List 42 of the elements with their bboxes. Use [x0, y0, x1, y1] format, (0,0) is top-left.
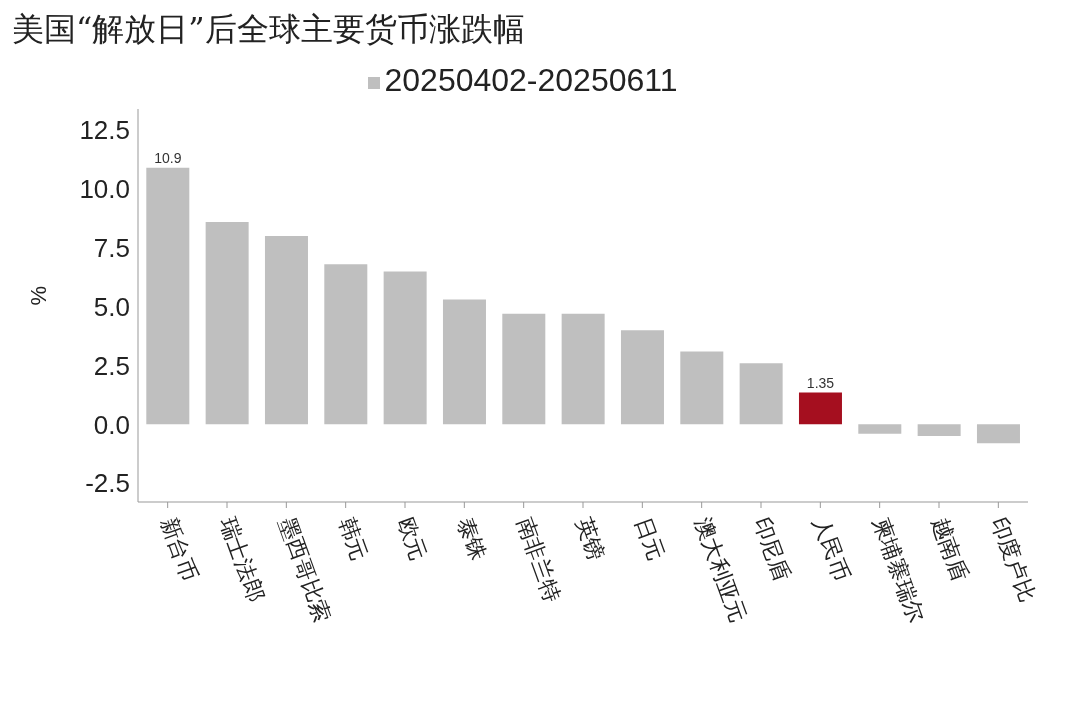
x-tick-label: 印尼盾 — [749, 513, 796, 585]
x-tick-label: 英镑 — [571, 513, 610, 564]
x-tick-label: 韩元 — [333, 513, 373, 564]
y-tick-label: 12.5 — [79, 115, 130, 146]
x-tick-label: 泰铢 — [452, 513, 492, 564]
y-tick-label: 0.0 — [93, 409, 130, 440]
y-tick-label: 10.0 — [79, 174, 130, 205]
x-tick-label: 澳大利亚元 — [689, 513, 752, 626]
y-tick-label: 7.5 — [93, 233, 130, 264]
bar — [976, 424, 1020, 444]
bar — [264, 236, 308, 425]
bar — [917, 424, 961, 437]
x-tick-label: 新台币 — [155, 513, 202, 585]
legend-label: 20250402-20250611 — [384, 62, 678, 98]
y-tick-label: 2.5 — [93, 350, 130, 381]
bar — [502, 313, 546, 425]
y-tick-label: -2.5 — [85, 468, 130, 499]
x-tick-label: 印度卢比 — [986, 513, 1041, 605]
bar — [205, 221, 249, 425]
y-axis-title: % — [25, 285, 51, 306]
bar — [324, 264, 368, 425]
x-tick-label: 人民币 — [808, 513, 855, 585]
data-label: 10.9 — [154, 149, 182, 166]
bar — [858, 424, 902, 434]
bar — [798, 392, 842, 425]
bar — [739, 363, 783, 425]
bar — [620, 330, 664, 425]
chart-title: 美国“解放日”后全球主要货币涨跌幅 — [11, 9, 526, 50]
bar — [680, 351, 724, 425]
bar — [442, 299, 486, 425]
x-tick-label: 柬埔寨瑞尔 — [867, 513, 930, 626]
x-tick-label: 日元 — [630, 513, 670, 564]
x-tick-label: 瑞士法郎 — [215, 513, 269, 605]
x-tick-label: 墨西哥比索 — [274, 513, 336, 626]
bar — [561, 313, 605, 425]
bar — [383, 271, 427, 425]
x-tick-label: 越南盾 — [927, 513, 974, 585]
x-tick-label: 南非兰特 — [511, 513, 566, 605]
data-label: 1.35 — [806, 374, 835, 391]
x-tick-label: 欧元 — [393, 513, 432, 564]
bar — [146, 167, 190, 425]
y-tick-label: 5.0 — [93, 291, 130, 322]
